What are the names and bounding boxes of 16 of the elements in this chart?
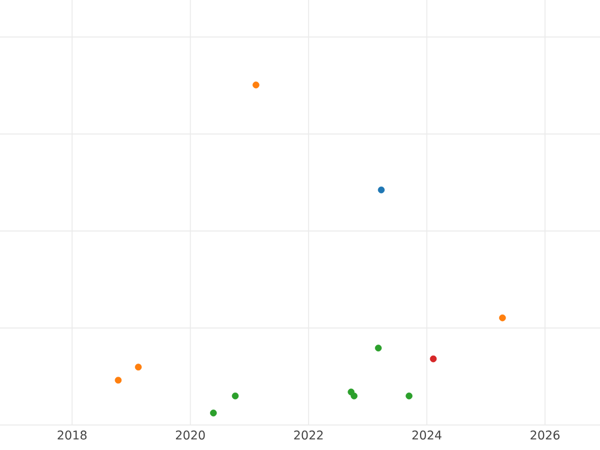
x-tick-label: 2020 xyxy=(176,430,205,440)
point xyxy=(210,410,217,416)
point xyxy=(374,344,382,352)
x-tick-label: 2018 xyxy=(58,430,87,440)
point xyxy=(406,392,412,400)
point xyxy=(350,392,358,400)
point xyxy=(378,186,385,194)
point xyxy=(232,392,239,400)
x-tick-label: 2024 xyxy=(412,430,442,440)
point xyxy=(252,82,260,88)
point xyxy=(134,364,142,370)
x-tick-label: 2022 xyxy=(294,430,323,440)
point xyxy=(430,355,437,362)
x-tick-label: 2026 xyxy=(530,430,560,440)
point xyxy=(499,314,506,322)
point xyxy=(114,376,122,384)
